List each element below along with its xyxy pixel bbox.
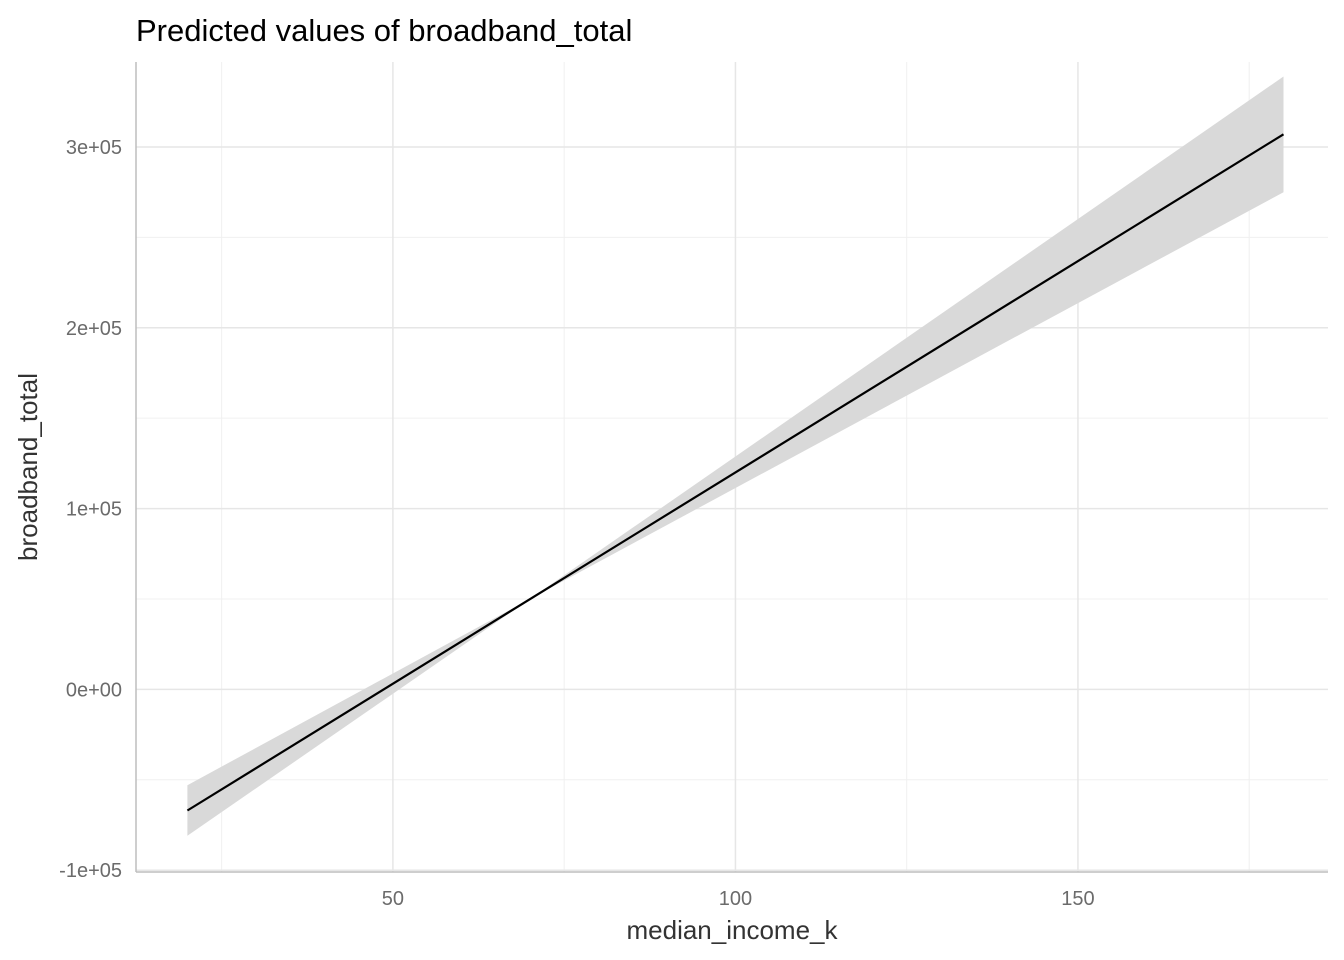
y-tick-label: -1e+05: [59, 860, 122, 882]
y-tick-labels: -1e+05 0e+00 1e+05 2e+05 3e+05: [59, 137, 122, 882]
axes: [135, 62, 1328, 873]
prediction-line: [186, 133, 1285, 812]
y-tick-label: 2e+05: [66, 318, 122, 340]
y-tick-label: 0e+00: [66, 679, 122, 701]
chart-title: Predicted values of broadband_total: [136, 13, 632, 48]
x-axis-title: median_income_k: [626, 915, 838, 945]
confidence-band: [187, 76, 1284, 836]
y-tick-label: 3e+05: [66, 137, 122, 159]
y-tick-label: 1e+05: [66, 499, 122, 521]
x-tick-labels: 50 100 150: [382, 888, 1095, 910]
x-tick-label: 50: [382, 888, 404, 910]
prediction-line-layer: [186, 133, 1285, 812]
x-tick-label: 150: [1061, 888, 1094, 910]
y-axis-title: broadband_total: [13, 373, 43, 561]
confidence-band-layer: [187, 76, 1284, 836]
grid: [136, 62, 1328, 872]
x-tick-label: 100: [719, 888, 752, 910]
